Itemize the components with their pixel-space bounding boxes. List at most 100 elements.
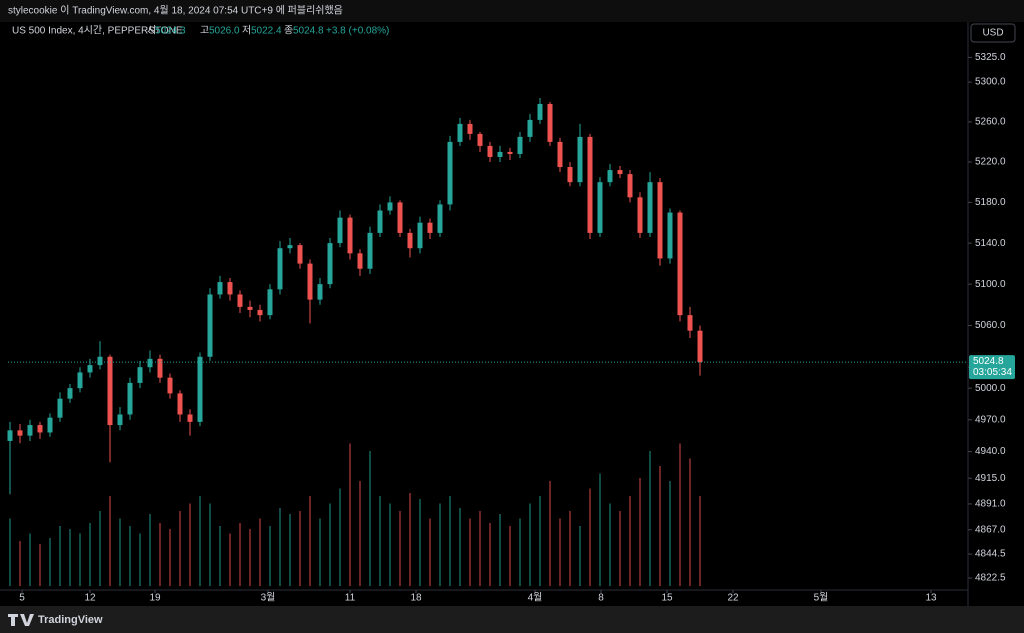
volume-bar: [409, 493, 411, 586]
candle-body: [357, 253, 363, 269]
volume-bar: [539, 496, 541, 586]
candle-body: [447, 141, 453, 205]
candle-body: [257, 309, 263, 316]
volume-bar: [339, 488, 341, 586]
volume-bar: [389, 503, 391, 586]
candle-body: [187, 414, 193, 422]
legend-low: 5022.4: [251, 26, 282, 37]
x-tick-label: 4월: [528, 592, 543, 604]
candle-body: [507, 151, 513, 154]
volume-bar: [679, 443, 681, 586]
volume-bar: [529, 503, 531, 586]
volume-bar: [219, 526, 221, 586]
volume-bar: [649, 451, 651, 586]
y-tick-label: 5260.0: [975, 117, 1006, 128]
x-tick-label: 8: [598, 593, 604, 604]
volume-bar: [289, 514, 291, 586]
volume-bar: [249, 529, 251, 586]
volume-bar: [479, 511, 481, 586]
candle-body: [407, 232, 413, 249]
volume-bar: [279, 508, 281, 586]
volume-bar: [259, 518, 261, 586]
candle-body: [547, 103, 553, 142]
candle-body: [497, 151, 503, 157]
y-tick-label: 4891.0: [975, 499, 1006, 510]
candle-body: [677, 212, 683, 316]
volume-bar: [639, 478, 641, 586]
legend-close-label: 종: [284, 25, 293, 37]
candle-body: [247, 306, 253, 310]
candle-body: [77, 372, 83, 389]
candle-body: [467, 123, 473, 134]
x-tick-label: 11: [345, 593, 356, 604]
volume-bar: [229, 533, 231, 586]
y-tick-label: 5220.0: [975, 157, 1006, 168]
volume-bar: [59, 526, 61, 586]
candle-body: [87, 365, 93, 373]
publish-info: stylecookie 이 TradingView.com, 4월 18, 20…: [8, 4, 343, 17]
volume-bar: [69, 529, 71, 586]
candle-body: [197, 356, 203, 422]
x-tick-label: 5: [19, 593, 25, 604]
candle-body: [327, 243, 333, 285]
volume-bar: [269, 526, 271, 586]
legend-change: +3.8 (+0.08%): [326, 26, 389, 37]
candle-body: [47, 417, 53, 433]
volume-bar: [449, 496, 451, 586]
candle-body: [287, 245, 293, 249]
x-tick-label: 15: [661, 593, 673, 604]
volume-bar: [39, 544, 41, 586]
last-price-label: 5024.8: [973, 356, 1004, 367]
candle-body: [217, 282, 223, 295]
volume-bar: [619, 511, 621, 586]
volume-bar: [179, 511, 181, 586]
volume-bar: [49, 538, 51, 586]
volume-bar: [419, 499, 421, 586]
volume-bar: [399, 511, 401, 586]
y-tick-label: 4915.0: [975, 473, 1006, 484]
candle-body: [7, 430, 13, 441]
legend-low-label: 저: [242, 25, 251, 37]
volume-bar: [669, 481, 671, 586]
candle-body: [587, 136, 593, 233]
candle-body: [167, 377, 173, 394]
candle-body: [417, 222, 423, 249]
header-bar: [0, 0, 1024, 22]
volume-bar: [209, 503, 211, 586]
volume-bar: [509, 526, 511, 586]
x-tick-label: 5월: [814, 592, 829, 604]
candle-body: [387, 202, 393, 211]
candle-body: [517, 136, 523, 154]
candle-body: [567, 167, 573, 183]
y-tick-label: 4867.0: [975, 524, 1006, 535]
candle-body: [317, 284, 323, 300]
volume-bar: [459, 508, 461, 586]
volume-bar: [579, 526, 581, 586]
volume-bar: [549, 481, 551, 586]
x-tick-label: 3월: [261, 592, 276, 604]
candle-body: [607, 170, 613, 183]
volume-bar: [79, 533, 81, 586]
candle-body: [157, 358, 163, 378]
y-tick-label: 5000.0: [975, 383, 1006, 394]
volume-bar: [599, 473, 601, 586]
x-tick-label: 12: [84, 593, 96, 604]
candle-body: [107, 356, 113, 426]
y-tick-label: 4940.0: [975, 446, 1006, 457]
candle-body: [137, 367, 143, 383]
candle-body: [617, 170, 623, 175]
volume-bar: [349, 443, 351, 586]
volume-bar: [119, 518, 121, 586]
candle-body: [537, 103, 543, 120]
legend-symbol: US 500 Index, 4시간, PEPPERSTONE: [12, 25, 183, 37]
currency-button[interactable]: [970, 23, 1016, 43]
countdown-label: 03:05:34: [973, 367, 1012, 378]
y-tick-label: 4844.5: [975, 549, 1006, 560]
candle-body: [647, 182, 653, 233]
legend-open: 5024.3: [155, 26, 186, 37]
volume-bar: [139, 533, 141, 586]
volume-bar: [129, 526, 131, 586]
candle-body: [457, 123, 463, 142]
volume-bar: [589, 488, 591, 586]
